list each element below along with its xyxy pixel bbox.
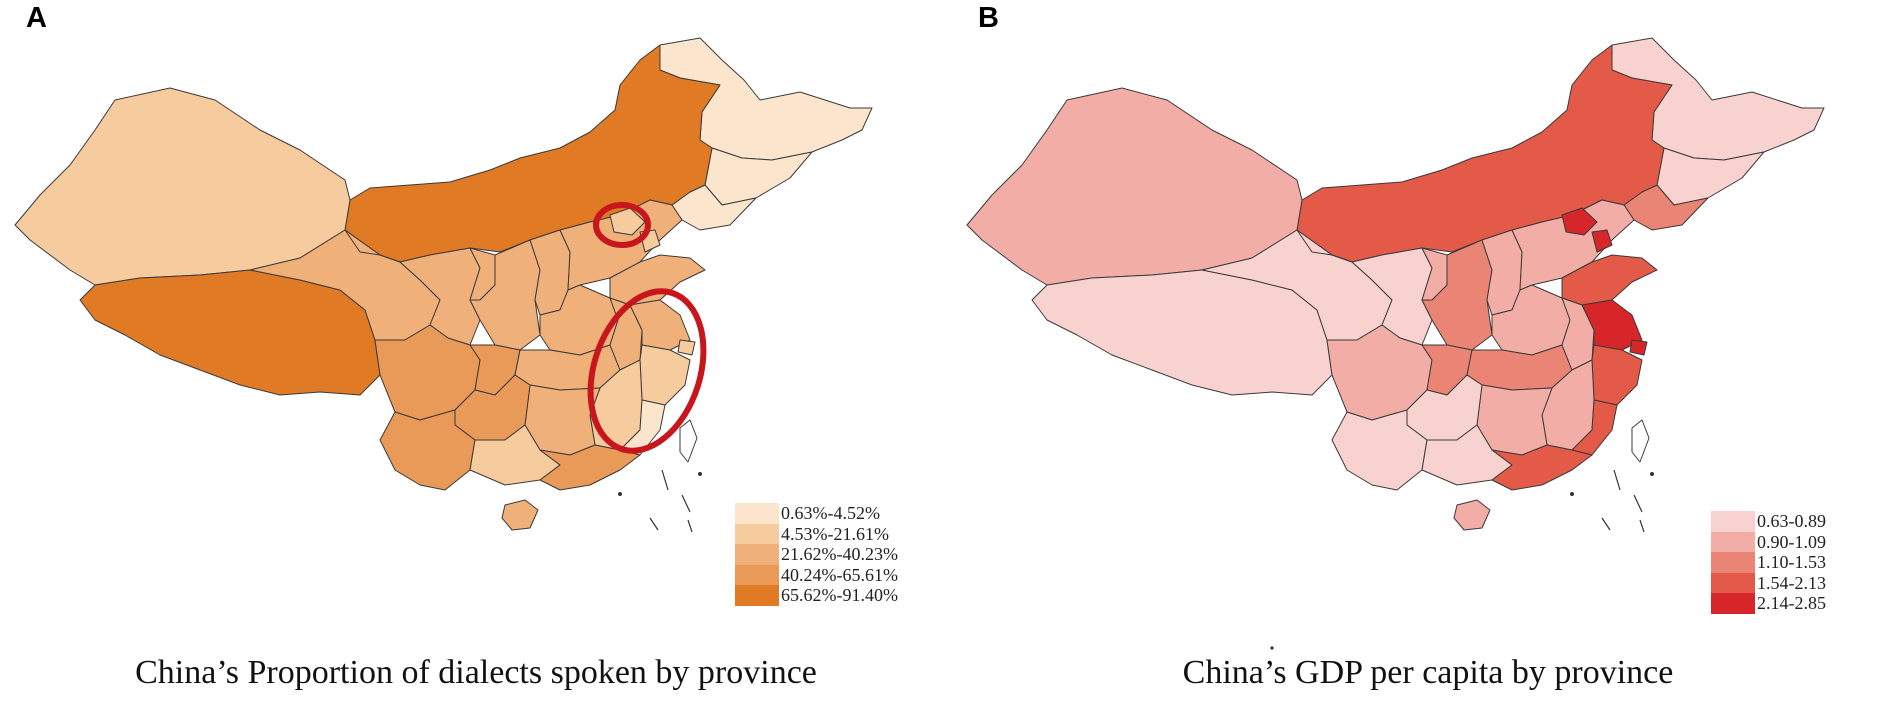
province-zhejiang xyxy=(639,344,691,406)
legend-swatch xyxy=(735,523,779,544)
panel-a: A xyxy=(14,2,898,691)
legend-row: 4.53%-21.61% xyxy=(735,523,965,544)
province-hainan xyxy=(501,499,539,531)
legend-swatch xyxy=(735,564,779,585)
island-dot xyxy=(698,472,702,476)
island-dot xyxy=(1270,646,1274,650)
legend-swatch xyxy=(1711,572,1755,593)
panel-b: B xyxy=(952,0,1904,708)
legend-swatch xyxy=(735,503,779,524)
province-group xyxy=(966,37,1825,531)
province-tianjin xyxy=(1591,229,1613,253)
dialect-map xyxy=(14,37,873,533)
map-caption: China’s GDP per capita by province xyxy=(1182,654,1674,691)
map-caption: China’s Proportion of dialects spoken by… xyxy=(135,654,817,691)
island-dot xyxy=(1650,472,1654,476)
legend-label: 4.53%-21.61% xyxy=(781,523,889,544)
province-taiwan xyxy=(679,419,698,463)
legend-swatch xyxy=(1711,552,1755,573)
legend-label: 2.14-2.85 xyxy=(1757,593,1826,613)
legend-row: 40.24%-65.61% xyxy=(735,564,965,585)
province-xinjiang xyxy=(966,87,1303,286)
province-group xyxy=(14,37,873,531)
islands xyxy=(618,469,702,533)
legend-swatch xyxy=(1711,531,1755,552)
province-guangdong xyxy=(539,444,641,491)
legend-swatch xyxy=(735,544,779,565)
legend-label: 0.63-0.89 xyxy=(1757,511,1826,531)
island-line xyxy=(1601,469,1645,533)
province-beijing xyxy=(609,207,646,236)
beijing-highlight xyxy=(593,202,651,248)
island-dot xyxy=(618,492,622,496)
province-shanghai xyxy=(677,339,696,356)
island-dot xyxy=(1570,492,1574,496)
legend-label: 1.10-1.53 xyxy=(1757,552,1826,572)
province-beijing xyxy=(1561,207,1598,236)
legend-row: 0.90-1.09 xyxy=(1711,531,1904,552)
legend: 0.63-0.89 0.90-1.09 1.10-1.53 1.54-2.13 … xyxy=(1711,511,1904,614)
province-shanghai xyxy=(1629,339,1648,356)
province-taiwan xyxy=(1631,419,1650,463)
island-line xyxy=(649,469,693,533)
panel-letter: B xyxy=(978,2,999,34)
province-zhejiang xyxy=(1591,344,1643,406)
province-xinjiang xyxy=(14,87,351,286)
panel-letter: A xyxy=(26,2,47,34)
province-hainan xyxy=(1453,499,1491,531)
highlight-circles xyxy=(587,202,707,454)
gdp-map xyxy=(966,37,1825,650)
legend-label: 0.63%-4.52% xyxy=(781,503,880,523)
legend-row: 65.62%-91.40% xyxy=(735,585,965,606)
legend-label: 1.54-2.13 xyxy=(1757,572,1826,593)
legend-row: 1.54-2.13 xyxy=(1711,572,1904,593)
legend-swatch xyxy=(735,585,779,606)
legend-label: 40.24%-65.61% xyxy=(781,564,898,585)
legend-label: 0.90-1.09 xyxy=(1757,531,1826,552)
legend-row: 21.62%-40.23% xyxy=(735,544,965,565)
legend-row: 2.14-2.85 xyxy=(1711,593,1904,614)
southeast-coast-highlight xyxy=(587,288,707,454)
legend-row: 1.10-1.53 xyxy=(1711,552,1904,573)
province-guangdong xyxy=(1491,444,1593,491)
legend-row: 0.63-0.89 xyxy=(1711,511,1904,532)
legend: 0.63%-4.52% 4.53%-21.61% 21.62%-40.23% 4… xyxy=(735,503,965,606)
legend-label: 21.62%-40.23% xyxy=(781,544,898,564)
legend-label: 65.62%-91.40% xyxy=(781,585,898,605)
legend-row: 0.63%-4.52% xyxy=(735,503,965,524)
islands xyxy=(1270,469,1654,650)
legend-swatch xyxy=(1711,511,1755,532)
legend-swatch xyxy=(1711,593,1755,614)
